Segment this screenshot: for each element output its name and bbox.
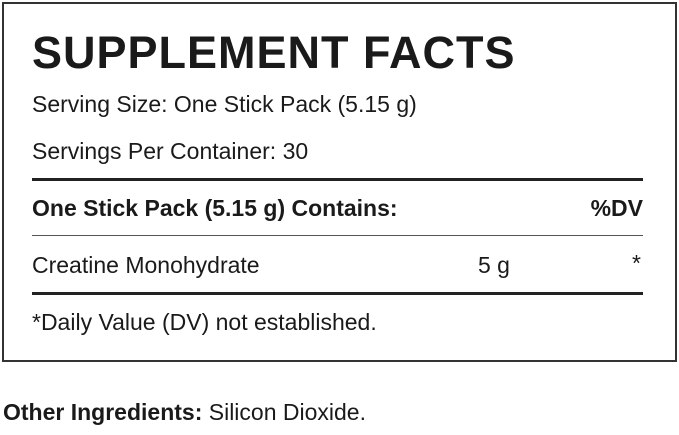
footnote: *Daily Value (DV) not established. <box>32 309 377 335</box>
divider-thick <box>32 292 643 295</box>
table-header-label: One Stick Pack (5.15 g) Contains: <box>32 195 398 221</box>
ingredient-dv: * <box>632 250 641 276</box>
panel-title: SUPPLEMENT FACTS <box>32 27 516 78</box>
other-ingredients-label: Other Ingredients: <box>3 399 203 425</box>
divider-thin <box>32 235 643 236</box>
ingredient-amount: 5 g <box>478 252 510 278</box>
other-ingredients-value: Silicon Dioxide. <box>202 399 366 425</box>
servings-per-container: Servings Per Container: 30 <box>32 138 309 164</box>
divider-thick <box>32 178 643 181</box>
table-header-dv: %DV <box>590 195 643 221</box>
ingredient-name: Creatine Monohydrate <box>32 252 260 278</box>
supplement-facts-panel <box>2 2 677 362</box>
other-ingredients: Other Ingredients: Silicon Dioxide. <box>3 401 366 424</box>
serving-size: Serving Size: One Stick Pack (5.15 g) <box>32 91 417 117</box>
